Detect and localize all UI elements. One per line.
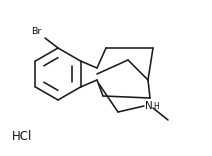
Text: N: N — [145, 101, 153, 111]
Text: HCl: HCl — [12, 129, 32, 142]
Text: Br: Br — [31, 27, 41, 36]
Text: H: H — [153, 102, 159, 111]
